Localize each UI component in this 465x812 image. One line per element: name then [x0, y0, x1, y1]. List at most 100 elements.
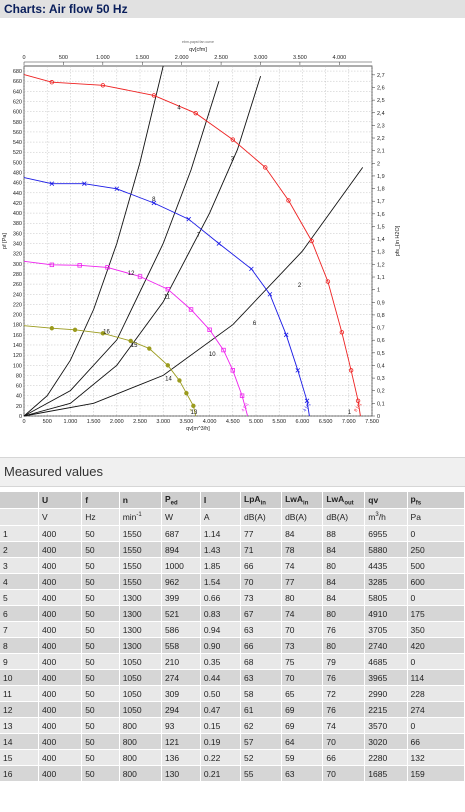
system-curve-4: [23, 167, 364, 417]
fan-curve-magenta-marker: [207, 327, 212, 332]
fan-curve-magenta: [23, 260, 249, 417]
fan-curve-chart: 0 500 1.000 1.500 2.000 2.500 3.000 3.500 4.000 4…: [2, 40, 401, 432]
table-cell: 250: [407, 542, 465, 558]
y-left-tick-label: 400: [13, 211, 22, 217]
section-title: Charts: Air flow 50 Hz: [4, 2, 128, 16]
table-row: 1 400 50 1550 687 1.14 77 84 88 6955 0: [0, 526, 465, 542]
y-right-tick-label: 0,7: [377, 326, 385, 332]
operating-point-label: 8: [152, 197, 156, 203]
y-left-tick-label: 420: [13, 201, 22, 207]
table-cell: 132: [407, 750, 465, 766]
table-header-cell: U: [39, 492, 83, 509]
table-cell: 55: [241, 766, 283, 782]
table-cell: 72: [323, 686, 366, 702]
fan-curve-blue-marker: [186, 216, 192, 222]
x-top-axis-label: qv[cfm]: [189, 47, 207, 53]
table-cell: 0.19: [200, 734, 242, 750]
table-cell: 175: [407, 606, 465, 622]
table-row: 16 400 50 800 130 0.21 55 63 70 1685 159: [0, 766, 465, 782]
table-cell: 600: [407, 574, 465, 590]
table-cell: 3705: [365, 622, 408, 638]
fan-curve-red-marker: [309, 238, 314, 244]
table-cell: 64: [282, 734, 324, 750]
fan-curve-blue-marker: [304, 398, 310, 404]
table-cell: 10: [0, 670, 40, 686]
table-cell: 400: [39, 606, 83, 622]
table-cell: 500: [407, 558, 465, 574]
table-cell: 2215: [365, 702, 408, 718]
table-cell: 73: [282, 638, 324, 654]
table-cell: 61: [241, 702, 283, 718]
fan-curve-blue-marker-b: [304, 398, 310, 404]
table-cell: 1550: [119, 574, 162, 590]
y-left-tick-label: 320: [13, 252, 22, 258]
table-cell: 400: [39, 542, 83, 558]
fan-curve-red-marker: [230, 137, 235, 142]
y-left-tick-label: 520: [13, 150, 22, 156]
fan-curve-olive-marker: [177, 378, 182, 383]
fan-curve-olive-marker: [72, 327, 78, 332]
table-cell: 13: [0, 718, 40, 734]
x-bottom-tick-label: 5.000: [249, 419, 263, 425]
table-cell: 800: [119, 766, 162, 782]
y-left-tick-label: 580: [13, 120, 22, 126]
table-unit-cell: W: [161, 509, 201, 526]
y-left-tick-label: 340: [13, 242, 22, 248]
table-unit-cell: [0, 509, 40, 526]
table-cell: 0: [407, 526, 465, 542]
y-left-tick-label: 620: [13, 100, 22, 106]
y-left-tick-label: 680: [13, 69, 22, 75]
table-cell: 50: [82, 750, 120, 766]
fan-curve-olive-marker: [165, 363, 171, 368]
fan-curve-olive-marker: [147, 346, 152, 351]
x-bottom-tick-label: 3.500: [180, 419, 194, 425]
y-right-tick-label: 1,1: [377, 275, 385, 281]
y-right-tick-label: 1,6: [377, 212, 385, 218]
table-cell: 66: [241, 638, 283, 654]
table-cell: 400: [39, 526, 83, 542]
fan-curve-red-marker: [193, 110, 198, 116]
fan-curve-red-marker: [151, 93, 157, 98]
fan-curve-magenta-marker: [165, 286, 171, 292]
fan-curve-olive-marker: [100, 331, 106, 336]
table-cell: 70: [323, 766, 366, 782]
operating-point-label: 16: [103, 329, 110, 335]
table-cell: 70: [323, 734, 366, 750]
table-cell: 59: [282, 750, 324, 766]
table-row: 4 400 50 1550 962 1.54 70 77 84 3285 600: [0, 574, 465, 590]
table-cell: 2280: [365, 750, 408, 766]
measured-values-header: Measured values: [0, 457, 465, 487]
table-cell: 70: [241, 574, 283, 590]
table-cell: 50: [82, 734, 120, 750]
table-cell: 74: [282, 558, 324, 574]
section-header: Charts: Air flow 50 Hz: [0, 0, 465, 18]
table-cell: 50: [82, 654, 120, 670]
table-cell: 67: [241, 606, 283, 622]
y-left-tick-label: 500: [13, 160, 22, 166]
x-bottom-tick-label: 7.000: [342, 419, 356, 425]
table-cell: 50: [82, 702, 120, 718]
table-cell: 1.43: [200, 542, 242, 558]
fan-curve-blue-marker-b: [151, 200, 157, 206]
table-row: 9 400 50 1050 210 0.35 68 75 79 4685 0: [0, 654, 465, 670]
y-right-tick-label: 0,9: [377, 300, 385, 306]
y-left-tick-label: 100: [13, 363, 22, 369]
table-unit-cell: Pa: [407, 509, 465, 526]
table-cell: 400: [39, 686, 83, 702]
operating-point-label: 14: [165, 377, 172, 383]
table-cell: 0.90: [200, 638, 242, 654]
table-cell: 84: [323, 542, 366, 558]
table-cell: 5: [0, 590, 40, 606]
table-cell: 1.54: [200, 574, 242, 590]
y-left-axis-label: pf [Pa]: [2, 233, 8, 249]
y-right-tick-label: 0,5: [377, 351, 385, 357]
y-left-tick-label: 80: [16, 373, 22, 379]
table-cell: 800: [119, 734, 162, 750]
table-unit-cell: V: [39, 509, 83, 526]
table-cell: 894: [161, 542, 201, 558]
y-right-tick-label: 2,5: [377, 98, 385, 104]
x-top-tick-label: 2.000: [175, 55, 189, 61]
table-cell: 1.85: [200, 558, 242, 574]
table-cell: 0.15: [200, 718, 242, 734]
table-header-cell: f: [82, 492, 120, 509]
